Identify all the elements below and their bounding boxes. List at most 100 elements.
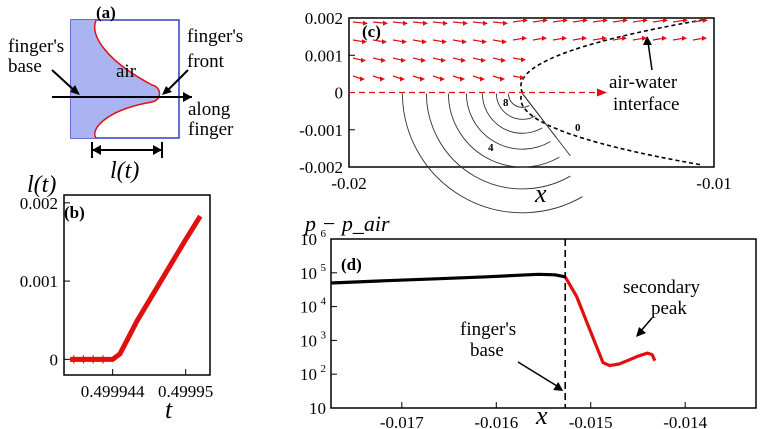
length-arrow-right [153,145,162,155]
panel-c-xtick-label: -0.01 [696,174,731,193]
panel-d-ytick-label: 10 [300,365,317,384]
panel-b-ytick-label: 0 [50,350,59,369]
velocity-arrowhead [683,17,688,23]
finger-base-d-label-2: base [470,340,504,361]
velocity-arrowhead [482,39,487,45]
panel-a: (a) finger's base finger's front air alo… [8,3,243,184]
velocity-arrowhead [423,20,428,26]
velocity-arrowhead [663,17,668,23]
panel-d-xtick-label: -0.014 [663,413,707,429]
velocity-arrowhead [542,35,547,41]
panel-c-ytick-label: -0.002 [299,158,343,177]
velocity-arrowhead [362,39,367,45]
interface-pointer-head [643,36,652,45]
velocity-arrowhead [380,76,385,82]
length-label: l(t) [110,158,139,184]
base-arrow [51,69,77,93]
panel-d-series-0 [330,272,566,285]
finger-base-pointer-head [553,382,564,391]
velocity-arrowhead [603,17,608,23]
finger-base-pointer [517,361,561,389]
velocity-arrowhead [422,39,427,45]
panel-d-xtick-label: -0.017 [380,413,424,429]
panel-d-frame [330,238,757,409]
panel-d-ytick-exponent: 5 [321,262,327,274]
velocity-arrowhead [642,35,647,41]
velocity-arrowhead [462,39,467,45]
panel-b-ytick-label: 0.002 [20,194,58,213]
velocity-arrowhead [602,35,607,41]
along-label-1: along [188,99,231,120]
velocity-arrowhead [400,76,405,82]
velocity-arrowhead [420,76,425,82]
panel-d-ytick-label: 10 [300,331,317,350]
velocity-arrowhead [501,57,506,63]
velocity-arrowhead [480,76,485,82]
velocity-arrowhead [702,35,707,41]
velocity-arrowhead [562,35,567,41]
velocity-arrowhead [503,20,508,26]
velocity-arrowhead [460,76,465,82]
panel-b-xtick-label: 0.499944 [81,382,145,401]
panel-d-letter: (d) [341,255,362,274]
velocity-arrowhead [703,17,708,23]
velocity-arrowhead [360,76,365,82]
panel-d-xtick-label: -0.015 [569,413,613,429]
pressure-contour [495,93,536,120]
velocity-arrowhead [522,35,527,41]
panel-d-ytick-exponent: 2 [321,363,327,375]
pressure-contour [447,93,560,168]
panel-b-marker [69,355,78,364]
panel-d: (d) secondary peak finger's base -0.017 -… [300,211,757,429]
contour-label-0: 0 [575,122,581,134]
front-arrow [165,69,189,93]
length-arrow-left [92,145,101,155]
velocity-arrowhead [461,57,466,63]
velocity-arrowhead [403,20,408,26]
velocity-arrowhead [582,35,587,41]
velocity-arrowhead [481,57,486,63]
velocity-arrowhead [402,39,407,45]
finger-interface-curve [94,19,161,139]
panel-b-marker [79,355,88,364]
velocity-arrowhead [361,57,366,63]
velocity-arrowhead [383,20,388,26]
base-arrowhead [70,85,80,95]
velocity-arrowhead [421,57,426,63]
velocity-arrowhead [583,17,588,23]
velocity-arrowhead [440,76,445,82]
pressure-contour [401,93,583,214]
velocity-arrowhead [643,17,648,23]
velocity-arrowhead [502,39,507,45]
velocity-arrowhead [483,20,488,26]
contour-label-8: 8 [503,97,509,109]
panel-c-ytick-label: 0.001 [305,46,343,65]
contour-label-4: 4 [488,142,494,154]
finger-base-label-1: finger's [8,36,64,57]
panel-b-marker [98,355,107,364]
panel-b-ytick-label: 0.001 [20,272,58,291]
interface-label-2: interface [613,94,679,115]
water-region [71,20,160,138]
panel-c-ytick-label: -0.001 [299,121,343,140]
velocity-arrowhead [381,57,386,63]
along-label-2: finger [188,119,234,140]
pressure-contour-ray [522,93,571,157]
velocity-arrowhead [500,76,505,82]
velocity-arrowhead [662,35,667,41]
velocity-arrowhead [521,57,526,63]
interface-pointer [647,41,653,71]
panel-c-ytick-label: 0 [335,84,344,103]
velocity-arrowhead [382,39,387,45]
panel-d-ytick-label: 10 [300,230,317,249]
finger-front-label-2: front [187,51,225,72]
panel-d-ylabel: p − p_air [303,211,390,236]
panel-d-xlabel: x [535,401,548,429]
panel-b-series-line [70,214,203,362]
velocity-arrowhead [363,20,368,26]
velocity-arrowhead [463,20,468,26]
panel-d-xtick-label: -0.016 [474,413,518,429]
panel-c-xlabel: x [534,179,547,208]
